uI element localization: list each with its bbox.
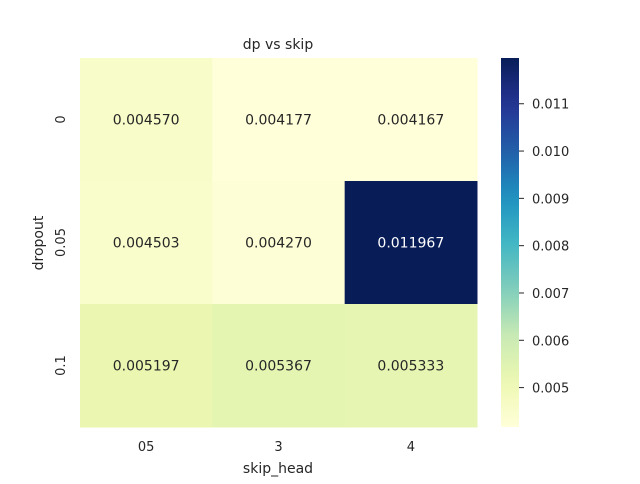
x-tick-label: 4 [407, 440, 415, 455]
y-tick-label: 0 [54, 115, 69, 123]
colorbar-tick-label: 0.007 [532, 287, 569, 302]
colorbar-tick-label: 0.009 [532, 192, 569, 207]
heatmap-cell [212, 304, 346, 428]
colorbar-tick-label: 0.008 [532, 240, 569, 255]
cell-value-label: 0.004270 [245, 236, 312, 252]
heatmap-cells [80, 58, 478, 428]
colorbar [501, 58, 519, 427]
colorbar-tick-label: 0.010 [532, 145, 569, 160]
x-tick-label: 05 [138, 440, 155, 455]
cell-value-label: 0.004570 [113, 113, 180, 129]
y-axis-ticks: 0 0.05 0.1 [54, 115, 69, 375]
y-tick-label: 0.05 [54, 228, 69, 257]
heatmap-cell [344, 304, 478, 428]
heatmap-cell [212, 58, 346, 182]
cell-value-label: 0.004177 [245, 113, 312, 129]
x-axis-ticks: 05 3 4 [138, 440, 415, 455]
cell-value-label: 0.004167 [377, 113, 444, 129]
heatmap-cell [80, 181, 213, 305]
colorbar-gradient [501, 58, 519, 427]
cell-value-label: 0.005197 [113, 359, 180, 375]
cell-value-label: 0.004503 [113, 236, 180, 252]
heatmap-cell [80, 58, 213, 182]
chart-title: dp vs skip [243, 37, 314, 53]
cell-value-label: 0.005333 [377, 359, 444, 375]
colorbar-tick-label: 0.006 [532, 334, 569, 349]
heatmap-cell [344, 181, 478, 305]
colorbar-tick-label: 0.011 [532, 98, 569, 113]
colorbar-tick-label: 0.005 [532, 382, 569, 397]
x-tick-label: 3 [274, 440, 282, 455]
x-axis-label: skip_head [243, 461, 313, 477]
cell-value-label: 0.011967 [377, 236, 444, 252]
heatmap-cell [212, 181, 346, 305]
heatmap-cell-labels: 0.004570 0.004177 0.004167 0.004503 0.004270… [113, 113, 444, 375]
heatmap-cell [80, 304, 213, 428]
cell-value-label: 0.005367 [245, 359, 312, 375]
colorbar-ticks: 0.005 0.006 0.007 0.008 0.009 0.010 0.011 [519, 98, 569, 397]
heatmap-cell [344, 58, 478, 182]
y-axis-label: dropout [31, 215, 47, 270]
y-tick-label: 0.1 [54, 355, 69, 376]
